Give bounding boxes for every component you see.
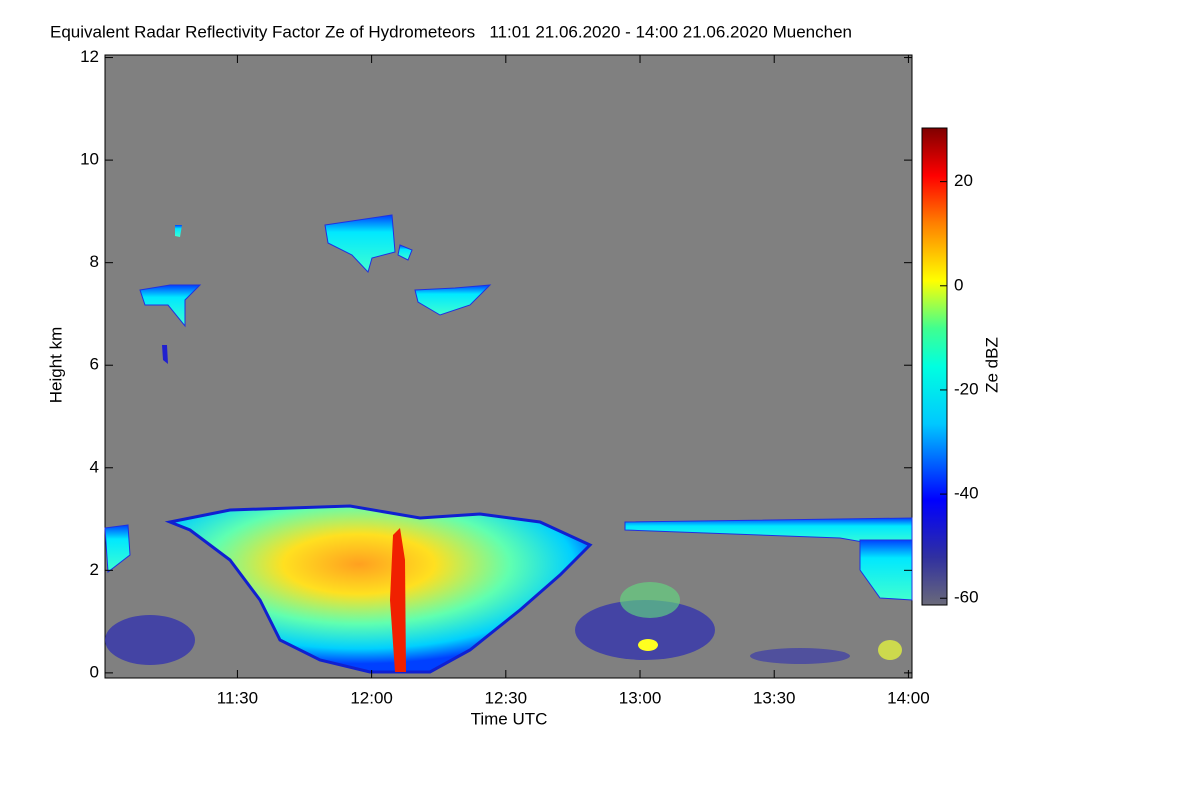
cirrus-echo (139, 284, 202, 328)
y-tick-label: 0 (90, 662, 99, 681)
colorbar-label: Ze dBZ (982, 337, 1001, 393)
colorbar-tick-label: 20 (954, 171, 973, 190)
clutter (878, 640, 902, 660)
clutter (575, 600, 715, 660)
cirrus-echo (397, 244, 413, 261)
y-tick-label: 6 (90, 355, 99, 374)
clutter (750, 648, 850, 664)
y-axis-label: Height km (46, 327, 65, 404)
anvil-echo (859, 539, 913, 601)
rain-core (390, 528, 406, 672)
y-tick-label: 8 (90, 252, 99, 271)
clutter (638, 639, 658, 651)
y-tick-label: 4 (90, 457, 99, 476)
x-tick-label: 11:30 (217, 688, 258, 707)
x-tick-label: 12:00 (350, 688, 393, 707)
cirrus-echo (414, 284, 492, 316)
colorbar-tick-label: -40 (954, 484, 979, 503)
cirrus-echo (324, 214, 396, 273)
y-tick-label: 10 (80, 150, 99, 169)
clutter (620, 582, 680, 618)
colorbar (921, 127, 948, 606)
colorbar-tick-label: 0 (954, 275, 963, 294)
cirrus-echo (162, 345, 168, 364)
y-tick-label: 12 (80, 47, 99, 66)
cirrus-echo (175, 225, 182, 237)
colorbar-tick-label: -20 (954, 379, 979, 398)
y-tick-label: 2 (90, 560, 99, 579)
clutter (105, 615, 195, 665)
chart-title: Equivalent Radar Reflectivity Factor Ze … (50, 22, 852, 41)
x-axis-label: Time UTC (471, 709, 548, 728)
x-tick-label: 14:00 (887, 688, 930, 707)
x-tick-label: 13:00 (619, 688, 662, 707)
precip-echo (164, 504, 593, 674)
colorbar-tick-label: -60 (954, 588, 979, 607)
low-echo (104, 524, 131, 573)
x-tick-label: 13:30 (753, 688, 796, 707)
echoes (104, 214, 913, 674)
x-tick-label: 12:30 (485, 688, 528, 707)
